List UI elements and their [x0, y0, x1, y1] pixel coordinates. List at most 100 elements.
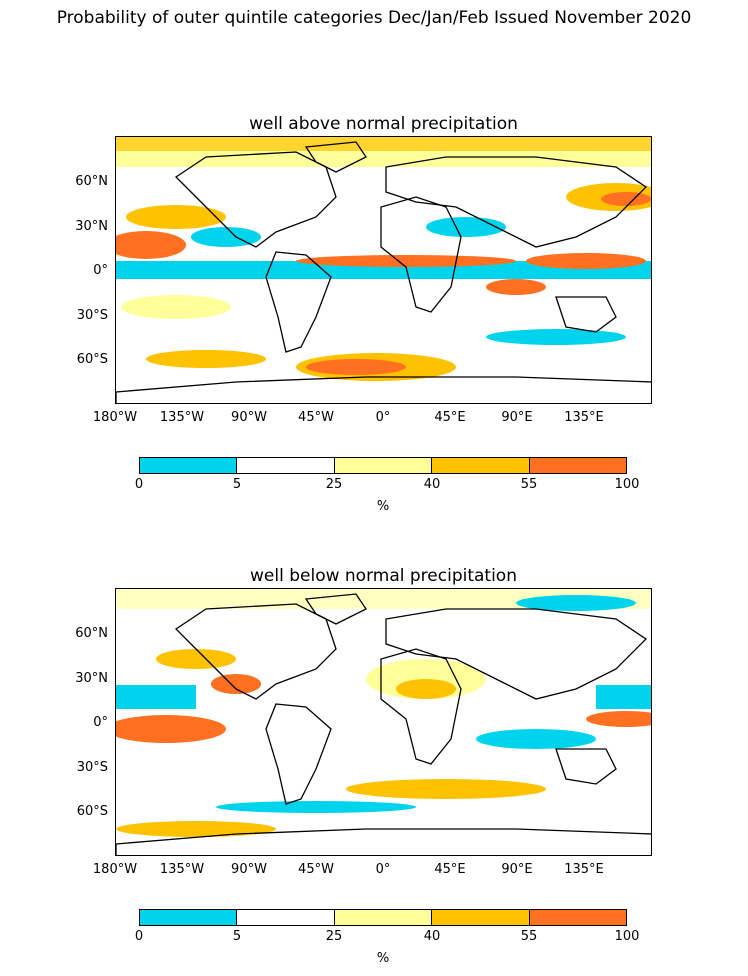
fill2-mex-orange: [211, 674, 261, 694]
greenland-2: [304, 593, 367, 625]
cbtick-b-3: 40: [423, 929, 441, 944]
cbtick-b-2: 25: [325, 929, 343, 944]
greenland: [304, 141, 367, 173]
xtick-p1-6: 90°E: [501, 410, 533, 425]
fill-eq-orange: [296, 255, 516, 267]
prob-fill-layer-2: [116, 589, 651, 837]
fill-sio-blue: [486, 329, 626, 345]
fill2-cpac-orange: [116, 715, 226, 743]
coastlines: [116, 141, 651, 403]
ytick-p1-3: 30°S: [76, 308, 108, 323]
fill-cam-blue: [191, 227, 261, 247]
fill-npac-yellow: [126, 205, 226, 229]
ytick-p2-4: 60°S: [76, 804, 108, 819]
north-america: [174, 151, 337, 248]
cbar2-seg-4: [528, 910, 627, 925]
cbar2-seg-1: [236, 910, 334, 925]
africa: [380, 196, 462, 313]
xtick-p1-0: 180°W: [92, 410, 138, 425]
cbtick-a-4: 55: [520, 477, 538, 492]
fill2-wpac-blue: [596, 685, 651, 709]
cbar-seg-4: [528, 458, 627, 473]
fill-africa-blue: [426, 217, 506, 237]
cbar-seg-2: [333, 458, 432, 473]
fill2-arctic-blue: [516, 595, 636, 611]
antarctica-2: [116, 828, 651, 855]
cbar-unit-below: %: [376, 951, 390, 966]
xtick-p1-4: 0°: [375, 410, 391, 425]
antarctica: [116, 376, 651, 403]
fill2-enpac-blue: [116, 685, 196, 709]
cbtick-a-2: 25: [325, 477, 343, 492]
xtick-p2-4: 0°: [375, 862, 391, 877]
figure-title: Probability of outer quintile categories…: [56, 8, 692, 28]
ytick-p1-1: 30°N: [75, 219, 108, 234]
cbtick-a-1: 5: [232, 477, 242, 492]
ytick-p1-2: 0°: [93, 263, 108, 278]
prob-fill-layer: [116, 137, 651, 381]
fill2-wpac-orange: [586, 711, 651, 727]
fill2-so-blue: [216, 801, 416, 813]
ytick-p2-1: 30°N: [75, 671, 108, 686]
fill-arctic-2: [116, 137, 651, 151]
fill-io-orange: [486, 279, 546, 295]
xtick-p2-1: 135°W: [159, 862, 205, 877]
xtick-p1-7: 135°E: [564, 410, 604, 425]
fill-so-orange: [306, 359, 406, 375]
australia: [555, 296, 617, 333]
xtick-p1-3: 45°W: [298, 410, 334, 425]
fill-wpac-orange: [526, 253, 646, 269]
xtick-p2-7: 135°E: [564, 862, 604, 877]
cbtick-a-3: 40: [423, 477, 441, 492]
cbtick-a-0: 0: [134, 477, 144, 492]
fill-npac-orange: [116, 231, 186, 259]
panel-title-above: well above normal precipitation: [249, 114, 518, 134]
xtick-p1-5: 45°E: [434, 410, 466, 425]
cbar-unit-above: %: [376, 499, 390, 514]
ytick-p1-4: 60°S: [76, 352, 108, 367]
north-america-2: [174, 603, 337, 700]
ytick-p2-0: 60°N: [75, 626, 108, 641]
south-america-2: [265, 703, 332, 805]
cbar2-seg-2: [333, 910, 432, 925]
fill2-so-yellow: [346, 779, 546, 799]
cbar-seg-1: [236, 458, 334, 473]
ytick-p2-3: 30°S: [76, 760, 108, 775]
cbtick-a-5: 100: [614, 477, 640, 492]
eurasia-2: [385, 608, 648, 700]
fill2-so-orange: [116, 821, 276, 837]
fill2-npac-yellow: [156, 649, 236, 669]
cbar-seg-0: [140, 458, 237, 473]
panel-title-below: well below normal precipitation: [250, 566, 517, 586]
cbtick-b-4: 55: [520, 929, 538, 944]
fill-so2: [146, 350, 266, 368]
fill2-io-blue: [476, 729, 596, 749]
fill-spac-yellow: [121, 295, 231, 319]
ytick-p2-2: 0°: [93, 715, 108, 730]
colorbar-above: [139, 457, 627, 474]
xtick-p1-2: 90°W: [231, 410, 267, 425]
africa-2: [380, 648, 462, 765]
eurasia: [385, 156, 648, 248]
xtick-p1-1: 135°W: [159, 410, 205, 425]
cbar2-seg-0: [140, 910, 237, 925]
map-below: [115, 588, 652, 856]
ytick-p1-0: 60°N: [75, 174, 108, 189]
cbtick-b-5: 100: [614, 929, 640, 944]
cbtick-b-1: 5: [232, 929, 242, 944]
xtick-p2-3: 45°W: [298, 862, 334, 877]
cbar2-seg-3: [431, 910, 529, 925]
xtick-p2-2: 90°W: [231, 862, 267, 877]
fill2-africa-orange: [396, 679, 456, 699]
map-above: [115, 136, 652, 404]
fill-asia-orange: [601, 192, 651, 206]
xtick-p2-5: 45°E: [434, 862, 466, 877]
cbtick-b-0: 0: [134, 929, 144, 944]
south-america: [265, 251, 332, 353]
fill-eq-blue-band: [116, 261, 651, 279]
coastlines-2: [116, 593, 651, 855]
map-above-svg: [116, 137, 651, 403]
cbar-seg-3: [431, 458, 529, 473]
xtick-p2-0: 180°W: [92, 862, 138, 877]
colorbar-below: [139, 909, 627, 926]
